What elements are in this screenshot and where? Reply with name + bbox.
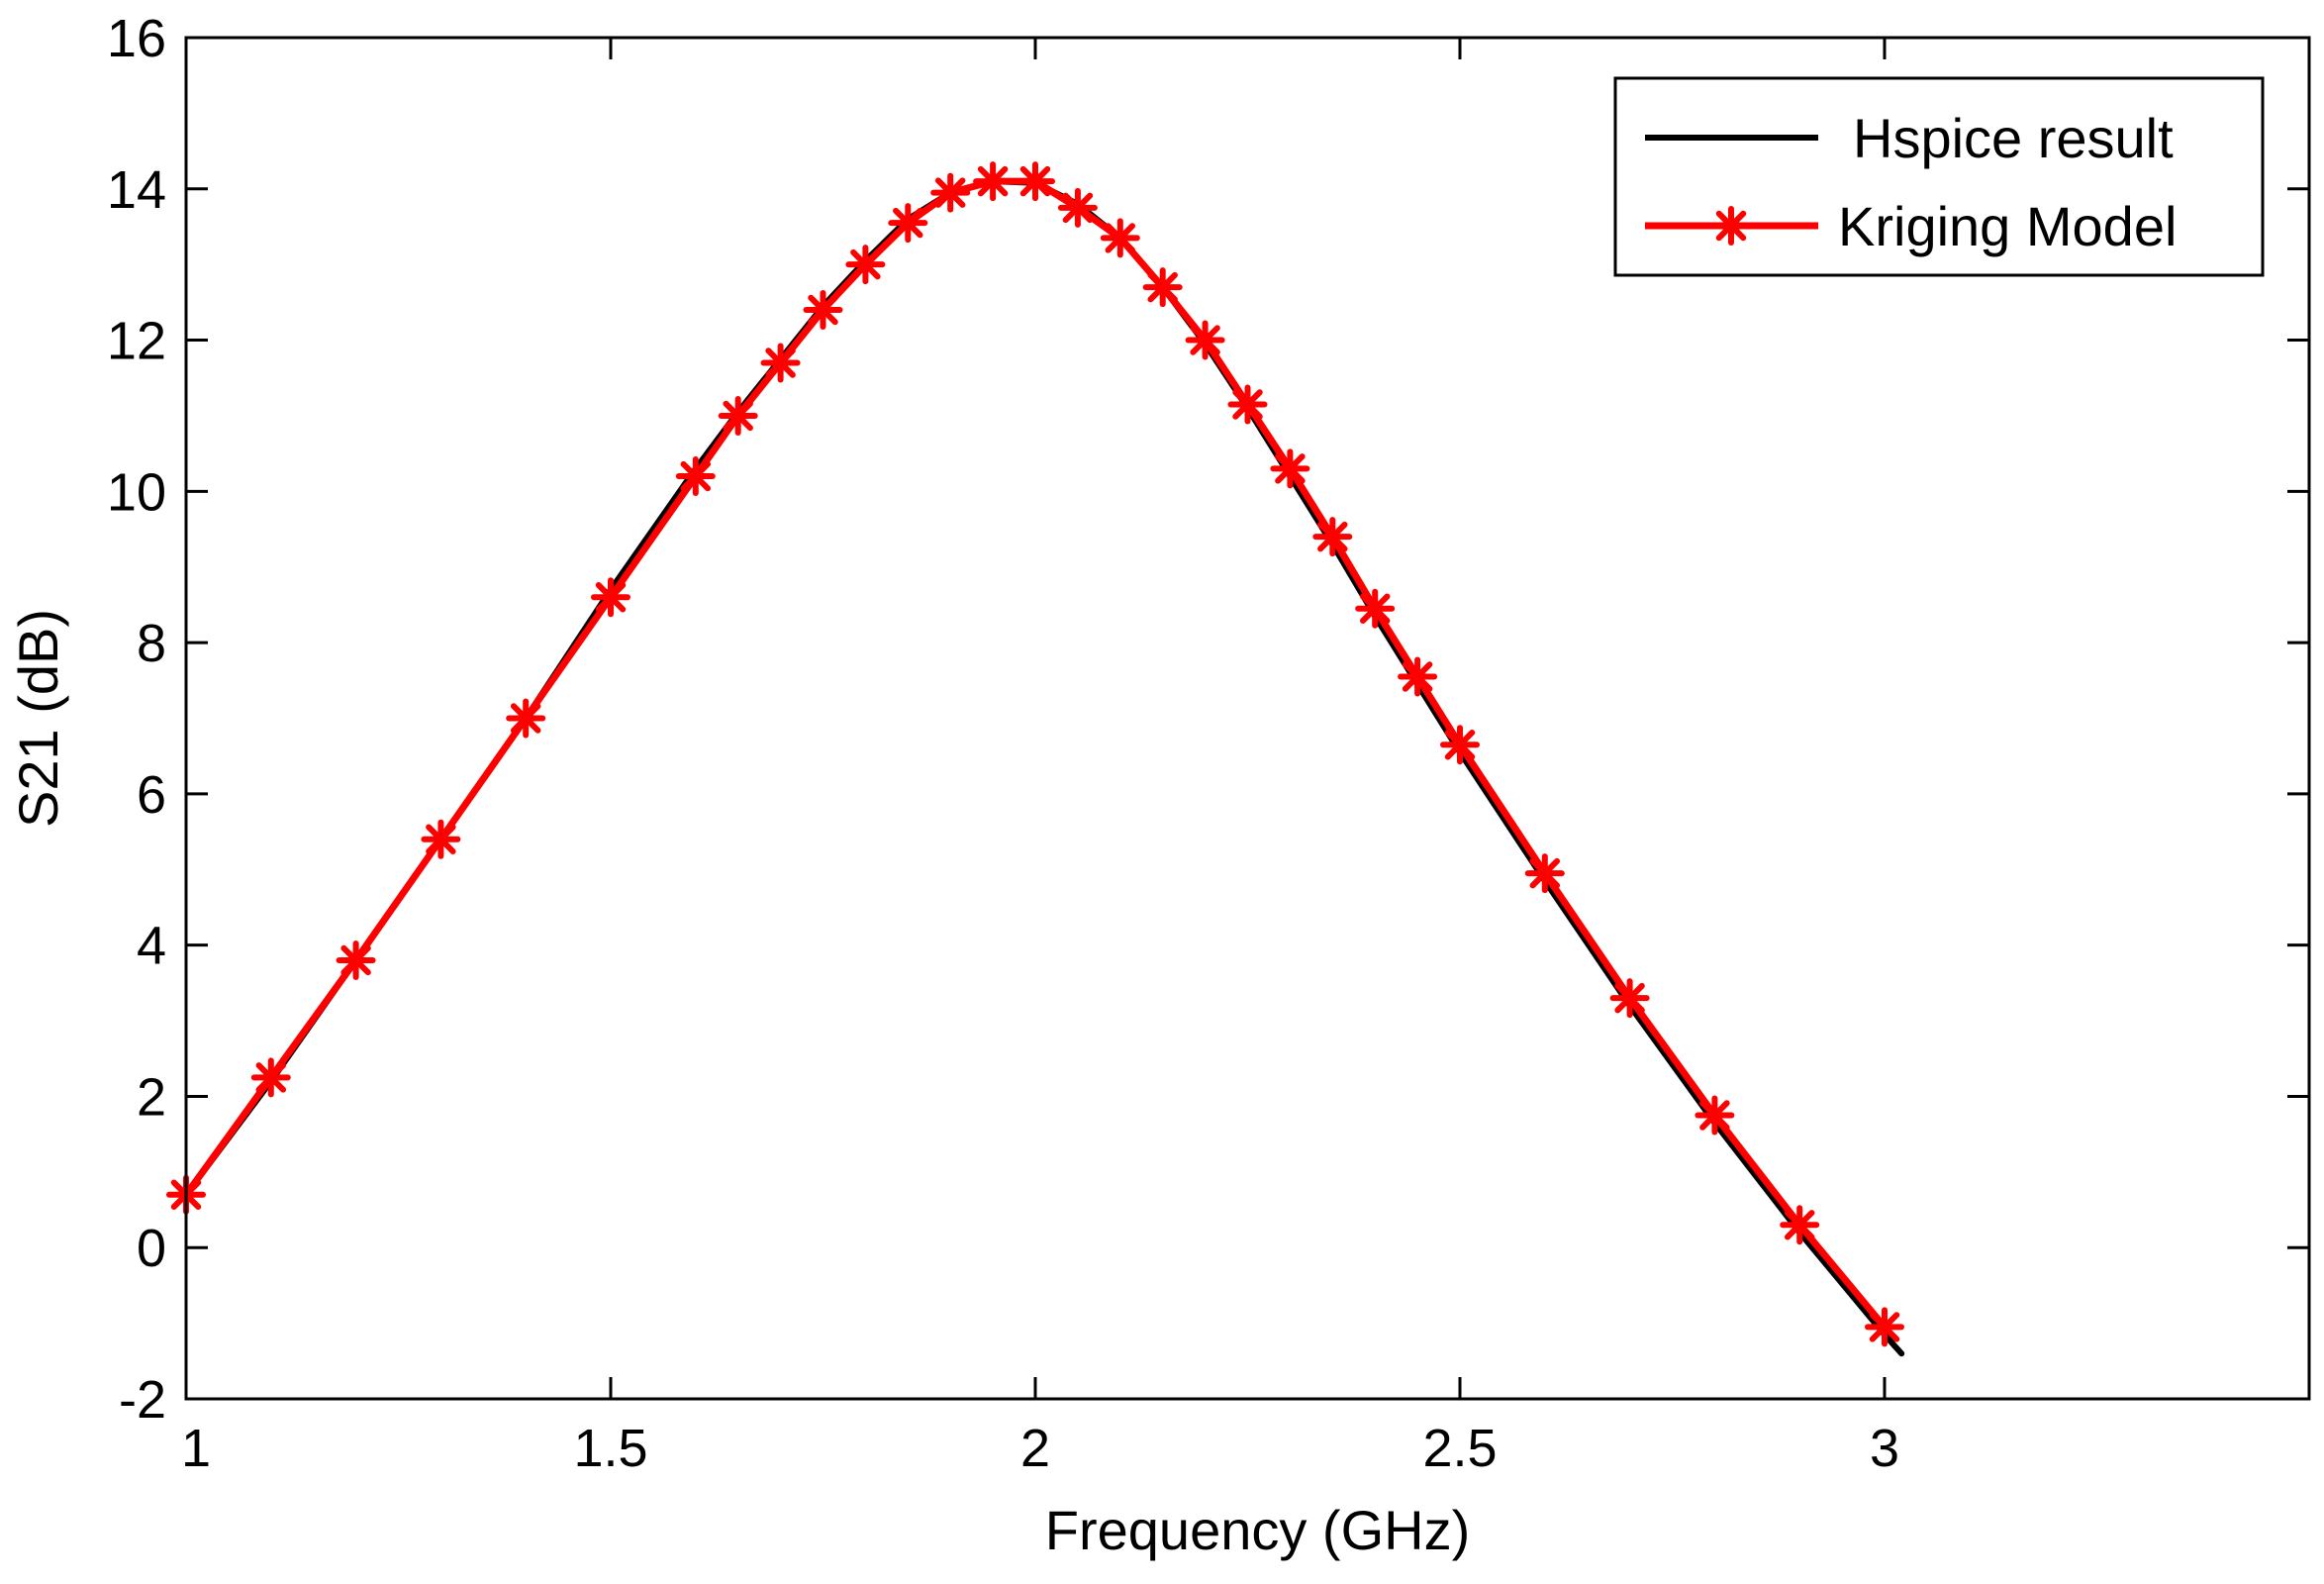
- plot-frame: [184, 36, 2311, 1401]
- legend-marker: [1711, 206, 1751, 246]
- y-axis-ticks: -2 0 2 4 6 8 10 12 14 16: [107, 9, 2309, 1430]
- kriging-model-point: [973, 161, 1014, 202]
- kriging-model-point: [1227, 384, 1268, 425]
- kriging-model-point: [1695, 1095, 1735, 1136]
- kriging-model-point: [1312, 517, 1353, 557]
- y-axis-label: S21 (dB): [7, 609, 69, 828]
- kriging-model-point: [760, 343, 801, 383]
- legend-label: Hspice result: [1853, 107, 2174, 169]
- legend-label: Kriging Model: [1838, 195, 2177, 257]
- series-line-kriging-model: [182, 177, 1888, 1331]
- y-tick-label: 8: [137, 614, 166, 673]
- kriging-model-point: [1270, 448, 1310, 489]
- x-axis-ticks: 1 1.5 2 2.5 3: [181, 38, 1899, 1478]
- kriging-model-point: [1780, 1205, 1820, 1245]
- kriging-model-point: [1524, 853, 1565, 894]
- kriging-model-point: [718, 395, 758, 436]
- y-tick-label: 2: [137, 1067, 166, 1127]
- kriging-model-point: [930, 172, 971, 213]
- x-tick-label: 1.5: [573, 1419, 647, 1478]
- x-tick-label: 1: [181, 1419, 211, 1478]
- y-tick-label: 16: [107, 9, 166, 68]
- kriging-model-point: [591, 577, 630, 618]
- y-tick-label: 4: [137, 917, 166, 976]
- y-tick-label: 0: [137, 1219, 166, 1278]
- kriging-model-point: [1185, 320, 1225, 360]
- kriging-model-point: [845, 245, 886, 285]
- kriging-model-point: [1142, 267, 1183, 308]
- kriging-model-point: [1100, 218, 1140, 258]
- kriging-model-point: [1609, 978, 1650, 1019]
- kriging-model-point: [888, 203, 928, 244]
- legend-box: [1613, 76, 2265, 277]
- x-tick-label: 2.5: [1422, 1419, 1497, 1478]
- legend: Hspice result Kriging Model: [1613, 76, 2265, 277]
- kriging-model-point: [250, 1057, 291, 1098]
- y-tick-label: 12: [107, 312, 166, 371]
- kriging-model-point: [506, 698, 546, 739]
- kriging-model-point: [1398, 656, 1438, 697]
- y-tick-label: 14: [107, 160, 166, 220]
- kriging-model-point: [1355, 588, 1396, 629]
- y-tick-label: 6: [137, 765, 166, 825]
- kriging-model-point: [421, 819, 461, 859]
- kriging-model-point: [1057, 187, 1098, 228]
- kriging-model-point: [803, 290, 843, 330]
- kriging-model-point: [1016, 161, 1055, 202]
- series-layer: [166, 161, 1905, 1357]
- x-tick-label: 2: [1020, 1419, 1050, 1478]
- y-tick-label: -2: [119, 1370, 166, 1430]
- x-axis-label: Frequency (GHz): [1045, 1499, 1470, 1561]
- kriging-model-point: [1865, 1307, 1904, 1347]
- kriging-model-point: [336, 940, 376, 980]
- x-tick-label: 3: [1870, 1419, 1899, 1478]
- kriging-model-point: [1440, 725, 1480, 765]
- y-tick-label: 10: [107, 462, 166, 522]
- kriging-model-point: [675, 456, 716, 497]
